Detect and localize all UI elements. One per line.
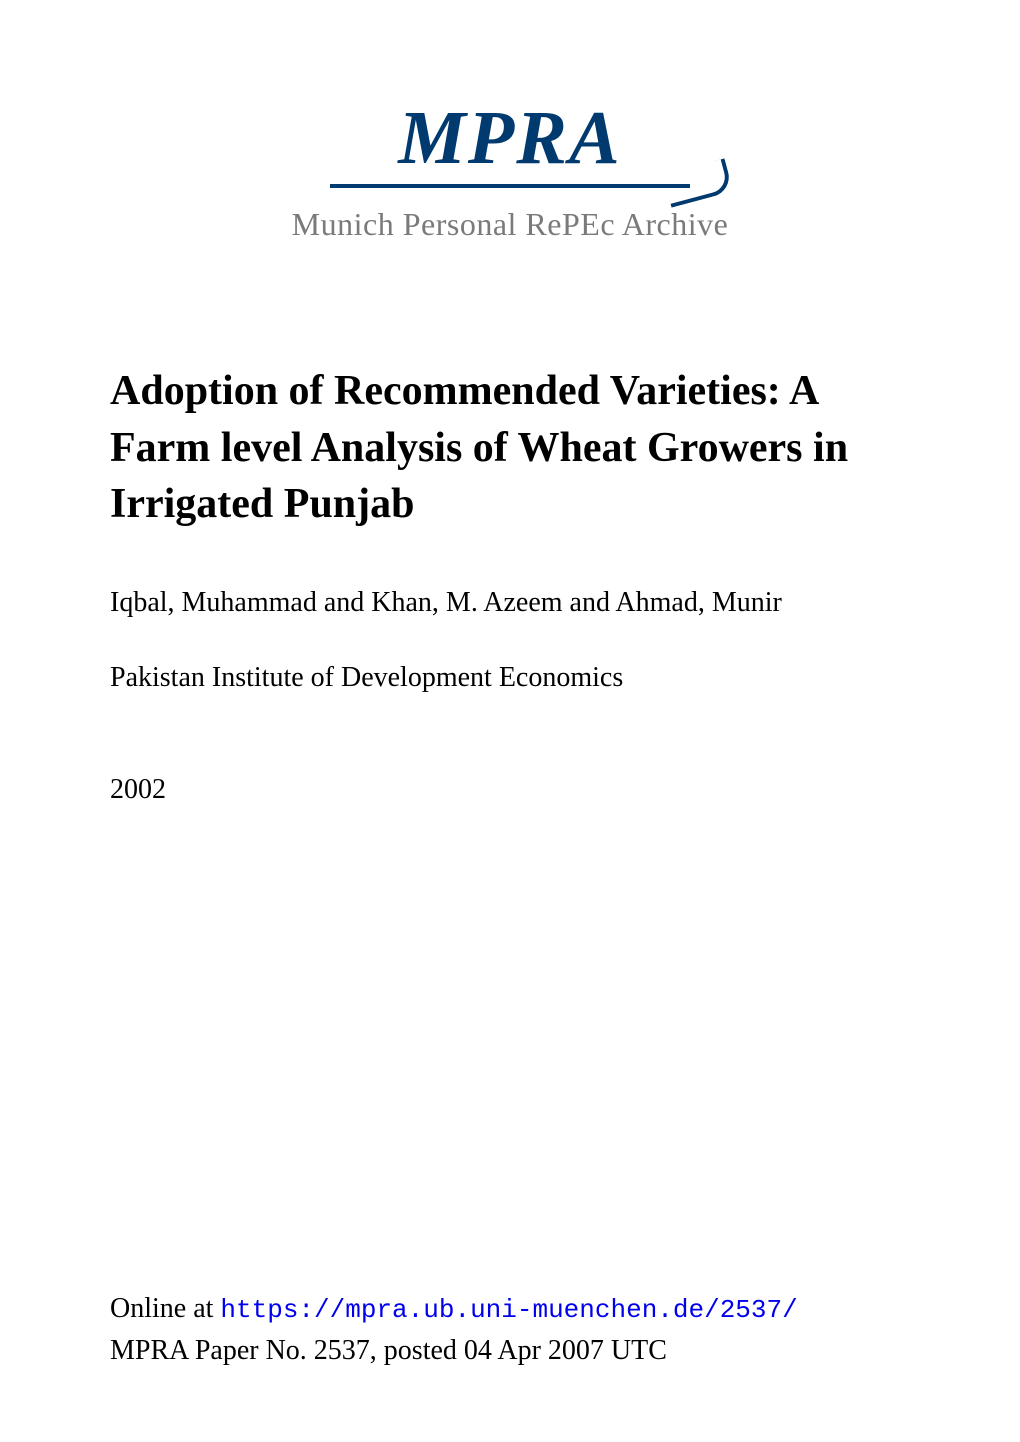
footer-online-line: Online at https://mpra.ub.uni-muenchen.d…: [110, 1288, 910, 1330]
authors-block: Iqbal, Muhammad and Khan, M. Azeem and A…: [110, 583, 910, 622]
paper-affiliation: Pakistan Institute of Development Econom…: [110, 662, 910, 694]
paper-title: Adoption of Recommended Varieties: A Far…: [110, 363, 910, 533]
footer-block: Online at https://mpra.ub.uni-muenchen.d…: [110, 1288, 910, 1382]
paper-year: 2002: [110, 774, 910, 806]
affiliation-block: Pakistan Institute of Development Econom…: [110, 662, 910, 694]
footer-online-label: Online at: [110, 1293, 220, 1324]
footer-url-link[interactable]: https://mpra.ub.uni-muenchen.de/2537/: [220, 1295, 797, 1325]
footer-paper-info: MPRA Paper No. 2537, posted 04 Apr 2007 …: [110, 1330, 910, 1372]
logo-block: MPRA Munich Personal RePEc Archive: [110, 100, 910, 243]
paper-authors: Iqbal, Muhammad and Khan, M. Azeem and A…: [110, 583, 910, 622]
page-root: MPRA Munich Personal RePEc Archive Adopt…: [0, 0, 1020, 1442]
year-block: 2002: [110, 774, 910, 806]
logo-subtitle: Munich Personal RePEc Archive: [110, 206, 910, 243]
title-block: Adoption of Recommended Varieties: A Far…: [110, 363, 910, 533]
logo-brand-text: MPRA: [110, 100, 910, 176]
logo-underline: [330, 184, 690, 188]
